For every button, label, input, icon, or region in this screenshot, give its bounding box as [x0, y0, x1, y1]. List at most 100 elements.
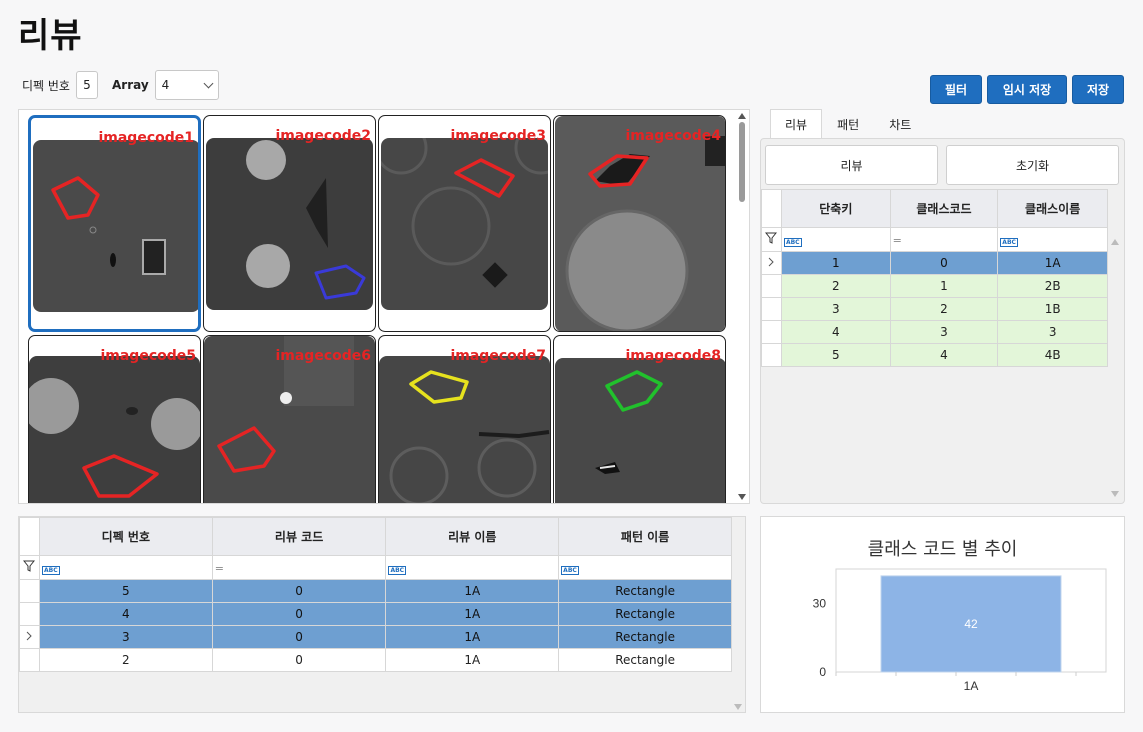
- table-cell: Rectangle: [558, 602, 732, 626]
- table-cell: 4B: [997, 343, 1108, 367]
- column-header[interactable]: 단축키: [780, 189, 891, 228]
- table-cell: Rectangle: [558, 625, 732, 649]
- column-header[interactable]: 디펙 번호: [38, 517, 213, 556]
- scroll-up-icon[interactable]: [738, 113, 746, 119]
- table-row[interactable]: 2 1 2B: [761, 274, 1108, 298]
- bar-data-label: 42: [964, 617, 978, 631]
- temp-save-button[interactable]: 임시 저장: [987, 75, 1067, 104]
- image-grid-scrollbar[interactable]: [735, 110, 749, 503]
- table-row[interactable]: 4 3 3: [761, 320, 1108, 344]
- table-row[interactable]: 2 0 1A Rectangle: [19, 648, 732, 672]
- row-header: [19, 517, 40, 556]
- table-row[interactable]: 3 0 1A Rectangle: [19, 625, 732, 649]
- image-tile-2[interactable]: imagecode2: [203, 115, 376, 332]
- image-tile-3[interactable]: imagecode3: [378, 115, 551, 332]
- image-tile-5[interactable]: imagecode5: [28, 335, 201, 503]
- table-row[interactable]: 5 0 1A Rectangle: [19, 579, 732, 603]
- table-cell: 1: [889, 274, 999, 298]
- defect-table-scrollbar[interactable]: [731, 517, 745, 712]
- tab-chart[interactable]: 차트: [889, 117, 912, 132]
- table-cell: 1: [780, 251, 891, 275]
- column-header[interactable]: 리뷰 코드: [211, 517, 387, 556]
- table-row[interactable]: 3 2 1B: [761, 297, 1108, 321]
- page-title: 리뷰: [18, 16, 83, 56]
- table-cell: 2B: [997, 274, 1108, 298]
- table-cell: 1A: [385, 625, 560, 649]
- filter-button[interactable]: 필터: [930, 75, 982, 104]
- defect-image-content: [217, 336, 354, 473]
- table-cell: 3: [38, 625, 213, 649]
- column-header[interactable]: 패턴 이름: [558, 517, 732, 556]
- column-header[interactable]: 클래스코드: [889, 189, 999, 228]
- tab-pattern[interactable]: 패턴: [837, 117, 860, 132]
- defect-image: [379, 356, 550, 503]
- filter-cell[interactable]: ABC: [780, 227, 891, 252]
- filter-cell[interactable]: ABC: [385, 555, 560, 580]
- array-select[interactable]: 4: [154, 70, 219, 100]
- image-tile-1[interactable]: imagecode1: [28, 115, 201, 332]
- defect-image: [555, 116, 725, 331]
- defect-image-content: [565, 136, 725, 331]
- table-cell: Rectangle: [558, 648, 732, 672]
- defect-image-content: [29, 378, 200, 498]
- row-indicator: [19, 602, 40, 626]
- chevron-right-icon: [27, 631, 33, 641]
- review-button[interactable]: 리뷰: [765, 145, 938, 185]
- table-cell: 0: [211, 625, 387, 649]
- scrollbar-thumb[interactable]: [739, 122, 745, 202]
- filter-cell[interactable]: ABC: [558, 555, 732, 580]
- row-indicator: [19, 579, 40, 603]
- image-tile-4[interactable]: imagecode4: [553, 115, 726, 332]
- row-header: [761, 189, 782, 228]
- defect-image: [204, 336, 375, 503]
- table-cell: 5: [780, 343, 891, 367]
- image-code-label: imagecode7: [450, 348, 546, 364]
- table-cell: Rectangle: [558, 579, 732, 603]
- x-tick-label: 1A: [964, 679, 979, 693]
- scroll-up-icon[interactable]: [1111, 239, 1119, 245]
- defect-table: 디펙 번호 리뷰 코드 리뷰 이름 패턴 이름 ABC = ABC ABC 5 …: [19, 517, 732, 672]
- column-header[interactable]: 클래스이름: [997, 189, 1108, 228]
- row-indicator: [761, 297, 782, 321]
- table-cell: 0: [211, 602, 387, 626]
- scroll-down-icon[interactable]: [1111, 491, 1119, 497]
- column-header[interactable]: 리뷰 이름: [385, 517, 560, 556]
- scroll-down-icon[interactable]: [734, 704, 742, 710]
- filter-cell[interactable]: =: [889, 227, 999, 252]
- image-tile-8[interactable]: imagecode8: [553, 335, 726, 503]
- table-cell: 2: [889, 297, 999, 321]
- row-indicator: [19, 625, 40, 649]
- tab-review[interactable]: 리뷰: [770, 109, 823, 139]
- image-code-label: imagecode2: [275, 128, 371, 144]
- reset-button[interactable]: 초기화: [946, 145, 1119, 185]
- chevron-right-icon: [769, 257, 775, 267]
- image-code-label: imagecode3: [450, 128, 546, 144]
- image-code-label: imagecode8: [625, 348, 721, 364]
- table-cell: 4: [889, 343, 999, 367]
- class-table-scrollbar[interactable]: [1108, 189, 1122, 499]
- filter-cell[interactable]: ABC: [38, 555, 213, 580]
- filter-icon[interactable]: [761, 227, 782, 252]
- table-row[interactable]: 4 0 1A Rectangle: [19, 602, 732, 626]
- scroll-down-icon[interactable]: [738, 494, 746, 500]
- table-cell: 5: [38, 579, 213, 603]
- array-select-value: 4: [161, 78, 170, 92]
- row-indicator: [761, 251, 782, 275]
- filter-cell[interactable]: =: [211, 555, 387, 580]
- table-cell: 1B: [997, 297, 1108, 321]
- table-cell: 1A: [385, 579, 560, 603]
- table-row[interactable]: 5 4 4B: [761, 343, 1108, 367]
- save-button[interactable]: 저장: [1072, 75, 1124, 104]
- row-indicator: [761, 274, 782, 298]
- defect-image: [29, 356, 200, 503]
- filter-cell[interactable]: ABC: [997, 227, 1108, 252]
- image-tile-7[interactable]: imagecode7: [378, 335, 551, 503]
- chevron-down-icon: [203, 78, 214, 88]
- defect-number-input[interactable]: 5: [75, 71, 98, 99]
- filter-icon[interactable]: [19, 555, 40, 580]
- table-row[interactable]: 1 0 1A: [761, 251, 1108, 275]
- defect-table-panel: 디펙 번호 리뷰 코드 리뷰 이름 패턴 이름 ABC = ABC ABC 5 …: [18, 516, 746, 713]
- image-code-label: imagecode1: [98, 130, 194, 146]
- image-tile-6[interactable]: imagecode6: [203, 335, 376, 503]
- defect-image: [555, 358, 725, 503]
